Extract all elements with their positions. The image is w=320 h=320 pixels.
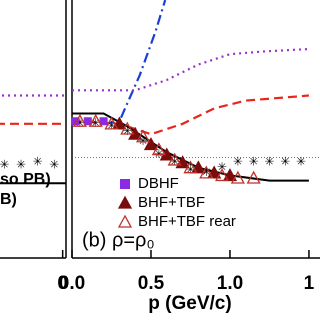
x-tick-label: 1 <box>304 273 315 294</box>
marker-group <box>88 113 103 127</box>
marker: ✳ <box>0 157 9 171</box>
legend-swatch <box>120 179 130 189</box>
marker <box>246 170 261 184</box>
marker: ✳ <box>106 119 116 133</box>
legend-item: BHF+TBF rear <box>117 213 236 230</box>
legend-label: BHF+TBF rear <box>138 213 236 230</box>
marker-group <box>72 113 87 127</box>
marker-group <box>83 117 92 126</box>
marker: ✳ <box>91 116 101 130</box>
marker: ✳ <box>233 155 243 169</box>
marker: ✳ <box>33 155 43 169</box>
marker: ✳ <box>201 165 211 179</box>
marker <box>135 129 151 143</box>
marker-group <box>104 116 119 130</box>
legend-item: DBHF <box>120 175 179 192</box>
x-tick-label: 1.0 <box>217 273 243 294</box>
series-line <box>72 47 309 92</box>
plot-area: ✳ ✳ ✳ ✳ <box>0 94 66 185</box>
marker <box>199 165 214 179</box>
x-tick-label: 0.5 <box>138 273 165 294</box>
marker <box>99 117 108 126</box>
plot-area: ✳ ✳ ✳ ✳ ✳ ✳ ✳ ✳ ✳ ✳ ✳ ✳ ✳ ✳ ✳ <box>71 0 309 184</box>
series-line <box>103 0 167 125</box>
marker-group <box>99 117 108 126</box>
marker: ✳ <box>296 155 306 169</box>
marker-group <box>246 170 261 184</box>
marker-group <box>183 160 198 174</box>
panel-label: B) <box>0 191 17 208</box>
marker-group <box>214 168 230 182</box>
marker <box>143 137 159 151</box>
legend-swatch <box>117 195 133 209</box>
marker <box>88 113 103 127</box>
marker <box>167 152 182 166</box>
marker <box>230 170 245 184</box>
marker: ✳ <box>49 157 59 171</box>
marker: ✳ <box>217 160 227 174</box>
marker <box>71 117 80 126</box>
marker-group <box>71 117 80 126</box>
marker: ✳ <box>154 147 164 161</box>
marker <box>83 117 92 126</box>
marker: ✳ <box>75 116 85 130</box>
x-axis-label: p (GeV/c) <box>148 293 231 314</box>
marker-group <box>230 170 245 184</box>
marker <box>214 168 230 182</box>
marker <box>72 113 87 127</box>
marker-group <box>120 121 135 135</box>
marker-group <box>135 129 151 143</box>
x-tick-label: 0.0 <box>59 273 85 294</box>
marker <box>151 142 166 156</box>
x-tick-label: 0 <box>57 273 68 294</box>
marker: ✳ <box>264 155 274 169</box>
marker: ✳ <box>280 155 290 169</box>
legend-item: BHF+TBF <box>117 194 205 211</box>
marker: ✳ <box>138 134 148 148</box>
marker-group <box>143 137 159 151</box>
marker <box>120 121 135 135</box>
marker <box>104 116 119 130</box>
legend-label: BHF+TBF <box>138 194 205 211</box>
marker-group <box>151 142 166 156</box>
marker: ✳ <box>16 157 26 171</box>
marker: ✳ <box>249 155 259 169</box>
legend-label: DBHF <box>138 175 179 192</box>
marker-group <box>167 152 182 166</box>
legend-swatch <box>117 214 133 228</box>
marker: ✳ <box>185 162 195 176</box>
marker <box>183 160 198 174</box>
marker-group <box>199 165 214 179</box>
marker: ✳ <box>122 124 132 138</box>
marker: ✳ <box>170 155 180 169</box>
annotation: (b) ρ=ρ₀ <box>82 229 155 251</box>
panel-label: so PB) <box>0 171 51 188</box>
